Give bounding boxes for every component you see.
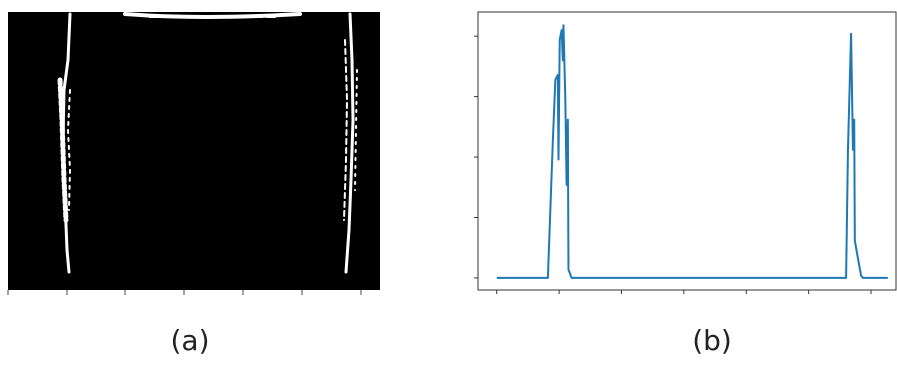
binary-image <box>8 12 380 295</box>
data-line <box>497 25 888 278</box>
image-ticks <box>8 290 361 295</box>
caption: (b) <box>692 324 732 357</box>
figure: (a) (b) <box>0 0 897 365</box>
caption: (a) <box>170 324 209 357</box>
plot-frame <box>478 12 896 290</box>
